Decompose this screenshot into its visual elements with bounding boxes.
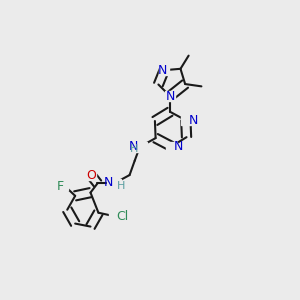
Text: N: N — [104, 176, 113, 189]
Text: N: N — [189, 114, 198, 127]
Text: N: N — [129, 140, 138, 153]
Text: F: F — [57, 180, 64, 193]
Bar — [181, 116, 191, 125]
Bar — [107, 178, 121, 188]
Text: O: O — [86, 169, 96, 182]
Bar — [166, 142, 177, 151]
Bar — [109, 212, 120, 220]
Text: H: H — [117, 181, 125, 191]
Text: N: N — [158, 64, 167, 77]
Text: N: N — [165, 90, 175, 103]
Bar — [159, 66, 169, 75]
Text: H: H — [130, 144, 138, 154]
Bar — [86, 170, 96, 180]
Bar — [165, 92, 175, 101]
Bar — [61, 182, 68, 190]
Text: N: N — [174, 140, 184, 153]
Bar — [133, 142, 147, 152]
Text: Cl: Cl — [116, 210, 128, 223]
